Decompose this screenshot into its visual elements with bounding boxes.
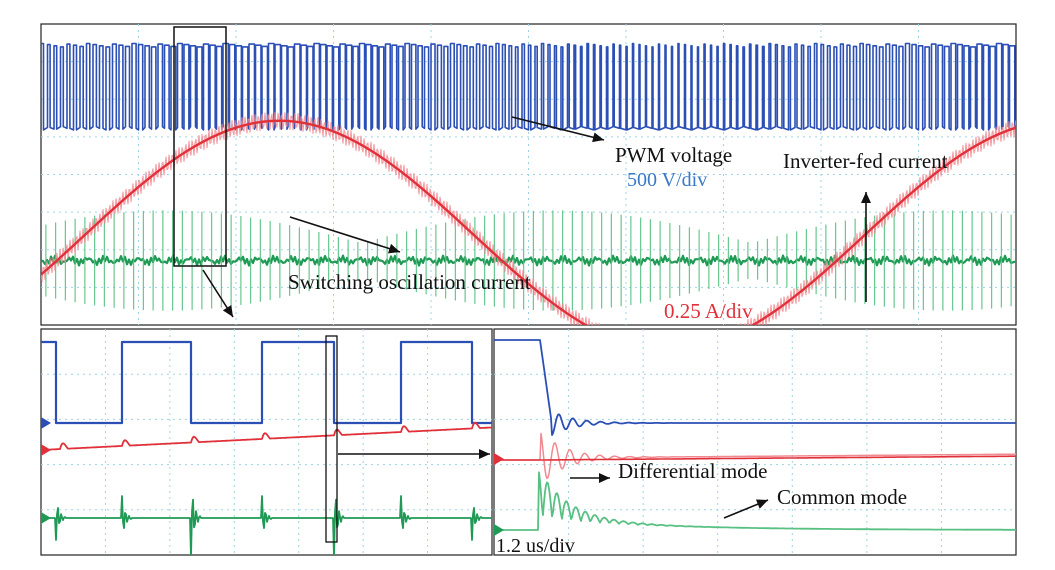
current-ripple-trace — [41, 111, 1016, 325]
channel-marker — [494, 524, 504, 536]
channel-marker — [41, 417, 51, 429]
oscillation-baseline-trace — [41, 254, 1016, 267]
current-ramp-trace — [41, 421, 492, 451]
pwm-scale-label: 500 V/div — [627, 169, 707, 191]
current-scale-label: 0.25 A/div — [664, 299, 753, 323]
pwm-arrow-shaft — [511, 116, 605, 141]
pwm-voltage-trace — [41, 42, 1016, 131]
bottom-left-panel — [40, 328, 493, 556]
oscillation-arrow-head — [388, 243, 400, 254]
bottom-right-grid — [494, 329, 1016, 555]
bottom-right-panel — [493, 328, 1017, 556]
inverter-current-trace — [41, 119, 1016, 325]
bottom-right-frame — [493, 328, 1017, 556]
channel-marker — [41, 512, 51, 524]
oscillation-spike-trace — [41, 495, 492, 555]
differential-mode-label: Differential mode — [618, 459, 767, 483]
dm-arrow-head — [599, 473, 610, 483]
zoom-window-box — [173, 26, 227, 267]
annotation-arrows — [202, 116, 871, 519]
top-traces — [41, 42, 1016, 325]
zoom-arrow-2-head — [479, 449, 490, 459]
channel-marker — [494, 453, 504, 465]
pwm-arrow-head — [592, 132, 604, 143]
current-arrow-head — [861, 192, 871, 203]
time-scale-label: 1.2 us/div — [496, 535, 575, 557]
oscillation-arrow-shaft — [289, 216, 401, 253]
oscillation-ringing-trace — [494, 471, 1016, 531]
pwm-step-trace — [494, 339, 1016, 436]
zoom-arrow-head — [222, 305, 233, 317]
pwm-square-trace — [41, 340, 492, 425]
bottom-left-grid — [41, 329, 492, 555]
top-panel — [40, 23, 1017, 326]
current-ringing-trace — [494, 432, 1016, 480]
bottom-right-traces — [494, 339, 1016, 536]
zoom-window-box-2 — [325, 335, 338, 543]
pwm-voltage-label: PWM voltage — [615, 143, 732, 167]
channel-marker — [41, 444, 51, 456]
bottom-left-traces — [41, 340, 492, 555]
inverter-current-label: Inverter-fed current — [783, 149, 948, 173]
cm-arrow-head — [755, 499, 768, 509]
oscillation-current-label: Switching oscillation current — [288, 270, 531, 294]
common-mode-label: Common mode — [777, 485, 907, 509]
current-step-trace — [494, 455, 1016, 461]
